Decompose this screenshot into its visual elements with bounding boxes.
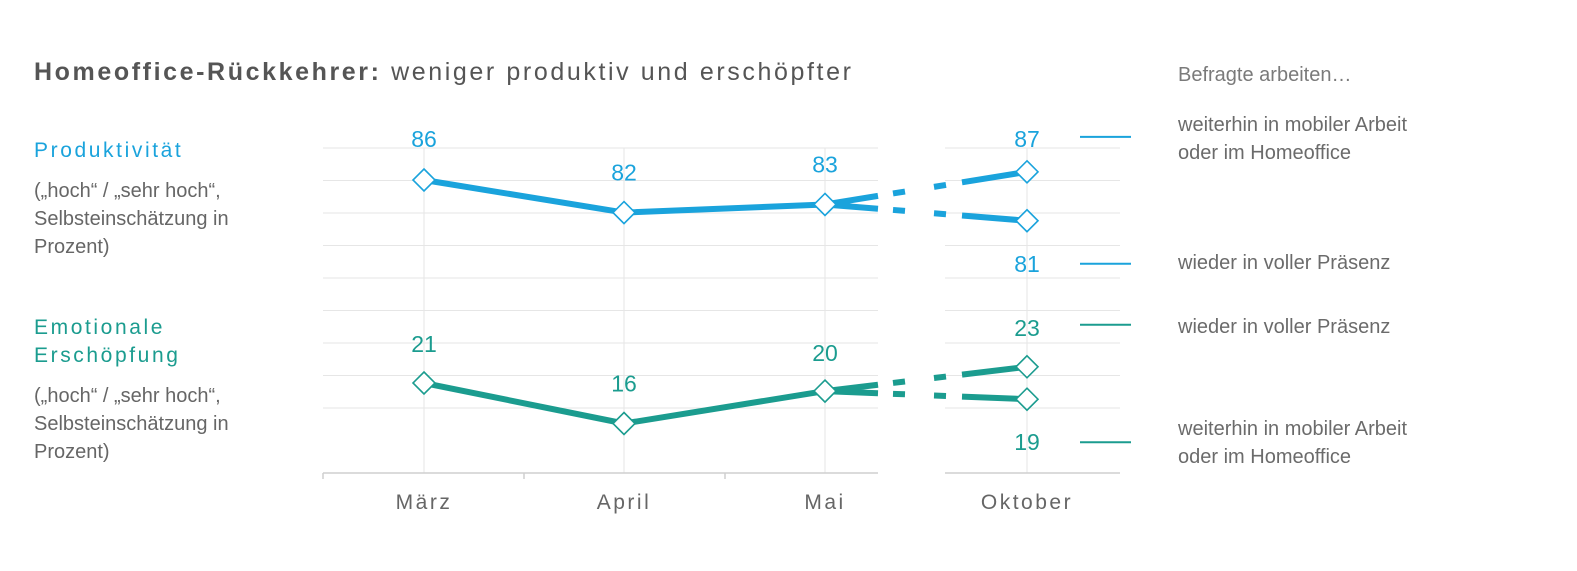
legend-prod-mobile-line-2: oder im Homeoffice: [1178, 142, 1352, 164]
data-label: 83: [812, 151, 838, 177]
data-label: 86: [411, 126, 437, 152]
chart-title: Homeoffice-Rückkehrer: weniger produktiv…: [34, 58, 854, 87]
series-break-dash: [933, 210, 947, 218]
series-break-dash: [892, 206, 906, 214]
series-break-dash: [933, 181, 947, 190]
exhaustion-heading-line-1: Emotionale: [34, 316, 166, 339]
data-label: 21: [411, 331, 437, 357]
productivity-note-line-1: („hoch“ / „sehr hoch“,: [34, 180, 221, 202]
legend-exh-presence: wieder in voller Präsenz: [1178, 316, 1391, 338]
chart-title-bold: Homeoffice-Rückkehrer:: [34, 58, 382, 86]
data-point-marker: [411, 167, 437, 193]
exhaustion-heading-line-2: Erschöpfung: [34, 344, 181, 367]
data-point-marker: [1014, 387, 1040, 412]
exhaustion-note-line-2: Selbsteinschätzung in: [34, 413, 229, 435]
data-point-marker: [812, 378, 838, 404]
series-break-dash: [892, 378, 906, 386]
x-tick-label: Oktober: [981, 491, 1073, 514]
chart-title-rest: weniger produktiv und erschöpfter: [391, 58, 854, 86]
data-label: 87: [1014, 126, 1040, 152]
data-label: 23: [1014, 315, 1040, 341]
series-line-branch-end: [961, 168, 1028, 186]
x-tick-label: Mai: [804, 491, 845, 514]
data-label: 19: [1014, 429, 1040, 455]
legend-exh-mobile-line-2: oder im Homeoffice: [1178, 446, 1352, 468]
x-tick-label: März: [396, 491, 453, 514]
data-point-marker: [611, 411, 637, 436]
productivity-note-line-2: Selbsteinschätzung in: [34, 208, 229, 230]
data-label: 20: [812, 340, 838, 366]
productivity-heading: Produktivität: [34, 139, 184, 162]
exhaustion-note-line-1: („hoch“ / „sehr hoch“,: [34, 385, 221, 407]
data-point-marker: [1014, 208, 1040, 233]
data-point-marker: [411, 370, 437, 396]
data-label: 16: [611, 371, 637, 397]
legend-prod-mobile-line-1: weiterhin in mobiler Arbeit: [1178, 114, 1407, 136]
data-label: 81: [1014, 251, 1040, 277]
series-break-dash: [933, 373, 947, 381]
legend-heading: Befragte arbeiten…: [1178, 64, 1352, 86]
data-point-marker: [611, 200, 637, 225]
legend-exh-mobile-line-1: weiterhin in mobiler Arbeit: [1178, 418, 1407, 440]
legend-prod-presence: wieder in voller Präsenz: [1178, 252, 1391, 274]
data-label: 82: [611, 160, 637, 186]
data-point-marker: [1014, 159, 1040, 184]
productivity-note-line-3: Prozent): [34, 236, 110, 258]
exhaustion-note-line-3: Prozent): [34, 441, 110, 463]
x-tick-label: April: [597, 491, 652, 514]
series-line-branch-end: [961, 363, 1028, 378]
data-point-marker: [1014, 354, 1040, 379]
data-point-marker: [812, 192, 838, 217]
series-break-dash: [892, 188, 906, 197]
